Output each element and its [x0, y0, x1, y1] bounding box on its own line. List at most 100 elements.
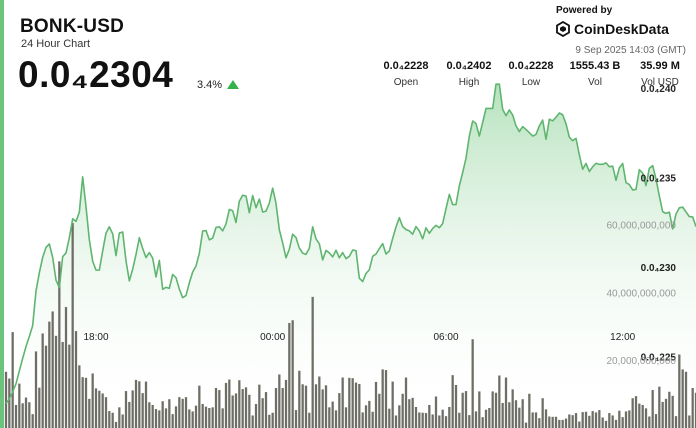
current-price: 0.0₄2304	[18, 54, 174, 95]
volume-tick-label: 60,000,000,000	[606, 221, 676, 232]
volume-bar	[378, 393, 381, 428]
volume-bar	[411, 397, 414, 428]
volume-bar	[671, 395, 674, 428]
stat-low: 0.0₄2228 Low	[500, 60, 562, 88]
volume-bar	[358, 383, 361, 428]
volume-bar	[478, 391, 481, 428]
volume-bar	[214, 388, 218, 428]
volume-bar	[421, 412, 424, 428]
stat-label: Open	[393, 77, 419, 88]
volume-bar	[31, 414, 34, 428]
volume-bar	[581, 412, 584, 428]
volume-bar	[441, 409, 444, 428]
volume-bar	[561, 419, 564, 428]
volume-bar	[98, 390, 101, 428]
volume-bar	[534, 412, 538, 428]
volume-bar	[238, 380, 241, 428]
volume-bar	[114, 421, 118, 428]
volume-bar	[644, 408, 648, 428]
stat-value: 0.0₄2228	[508, 60, 554, 72]
volume-bar	[18, 383, 21, 428]
volume-bar	[178, 397, 181, 428]
volume-bar	[518, 407, 521, 428]
volume-bar	[641, 404, 644, 428]
volume-bar	[394, 415, 398, 428]
volume-bar	[161, 401, 164, 428]
volume-bar	[191, 411, 194, 428]
volume-bar	[554, 416, 558, 428]
volume-bar	[664, 398, 668, 428]
stat-value: 1555.43 B	[569, 60, 621, 72]
volume-bar	[264, 392, 268, 428]
volume-bar	[51, 311, 54, 428]
volume-bar	[171, 414, 174, 428]
volume-bar	[128, 401, 131, 428]
volume-bar	[338, 393, 341, 428]
volume-bar	[571, 415, 574, 428]
volume-bar	[194, 405, 198, 428]
volume-bar	[258, 384, 261, 428]
volume-bar	[514, 400, 518, 428]
volume-bar	[494, 392, 498, 428]
volume-bar	[234, 393, 238, 428]
volume-bar	[308, 412, 311, 428]
volume-bar	[564, 418, 568, 428]
timestamp: 9 Sep 2025 14:03 (GMT)	[575, 45, 686, 56]
volume-bar	[228, 379, 231, 428]
volume-bar	[684, 371, 688, 428]
volume-bar	[64, 307, 68, 428]
volume-bar	[291, 320, 294, 428]
volume-bar	[281, 388, 284, 428]
volume-bar	[154, 409, 158, 428]
volume-bar	[601, 417, 604, 428]
volume-bar	[531, 412, 534, 428]
volume-bar	[268, 414, 271, 428]
stat-value: 0.0₄2402	[446, 60, 492, 72]
volume-bar	[344, 407, 348, 428]
volume-bar	[174, 406, 178, 428]
volume-bar	[504, 377, 508, 428]
time-tick-label: 18:00	[83, 332, 108, 343]
time-tick-label: 06:00	[433, 332, 458, 343]
volume-bar	[271, 412, 274, 428]
volume-bar	[221, 408, 224, 428]
volume-bar	[381, 369, 384, 428]
volume-bar	[638, 403, 641, 428]
volume-bar	[674, 416, 678, 428]
volume-bar	[201, 403, 204, 428]
volume-bar	[458, 412, 461, 428]
stat-vol: 1555.43 B Vol	[562, 60, 628, 88]
volume-bar	[334, 410, 338, 428]
volume-bar	[681, 369, 684, 428]
accent-bar	[0, 0, 4, 428]
volume-bar	[654, 414, 658, 428]
volume-bar	[28, 402, 31, 428]
volume-bar	[464, 391, 468, 428]
volume-bar	[321, 389, 324, 428]
volume-bar	[104, 397, 108, 428]
volume-bar	[568, 414, 571, 428]
volume-bar	[314, 384, 318, 428]
volume-bar	[354, 382, 358, 428]
volume-bar	[14, 404, 18, 428]
volume-bar	[248, 394, 251, 428]
volume-bar	[648, 416, 651, 428]
volume-bar	[678, 354, 681, 428]
volume-bar	[624, 411, 628, 428]
volume-bar	[444, 416, 448, 428]
volume-bar	[11, 332, 14, 428]
volume-bar	[468, 415, 471, 428]
volume-bar	[434, 396, 438, 428]
stat-label: Low	[521, 77, 541, 88]
volume-bar	[474, 411, 478, 428]
volume-bar	[138, 381, 141, 428]
volume-bar	[428, 404, 431, 428]
volume-bar	[418, 412, 421, 428]
volume-bar	[94, 388, 98, 428]
volume-bar	[44, 345, 48, 428]
volume-bar	[688, 415, 691, 428]
volume-bar	[184, 397, 188, 428]
coindesk-logo-icon	[556, 21, 570, 37]
volume-bar	[41, 333, 44, 428]
volume-bar	[351, 378, 354, 428]
